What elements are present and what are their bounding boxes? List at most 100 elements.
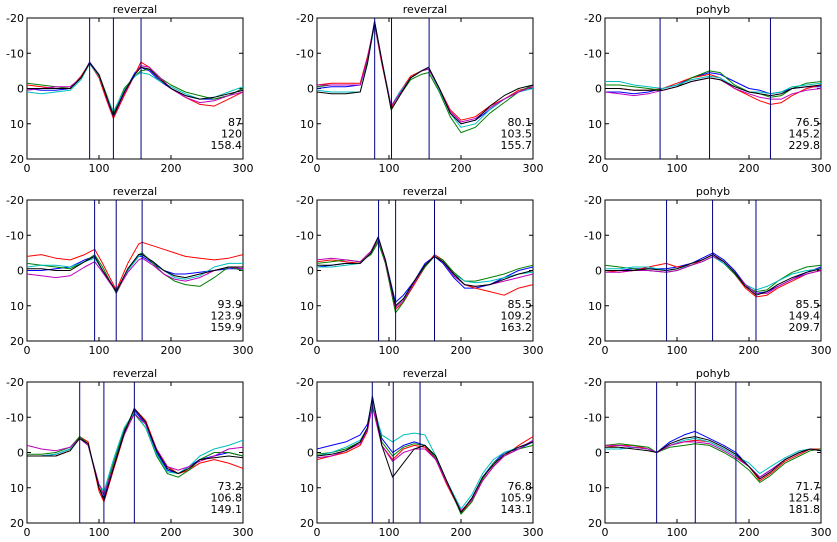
latency-value: 93.9 — [218, 298, 243, 311]
y-tick-label: -20 — [296, 12, 314, 25]
latency-value: 158.4 — [211, 139, 243, 152]
x-tick-label: 100 — [89, 344, 110, 357]
series-line — [317, 21, 533, 125]
y-tick-label: 0 — [307, 447, 314, 460]
x-tick-label: 100 — [379, 162, 400, 175]
latency-value: 71.7 — [796, 480, 821, 493]
y-tick-label: 0 — [17, 447, 24, 460]
y-tick-label: 20 — [300, 153, 314, 166]
series-line — [27, 241, 243, 291]
panel-title: pohyb — [696, 3, 730, 16]
x-tick-label: 300 — [811, 344, 832, 357]
series-line — [317, 24, 533, 134]
x-tick-label: 200 — [451, 162, 472, 175]
y-tick-label: 20 — [588, 153, 602, 166]
series-line — [605, 70, 821, 98]
x-tick-label: 300 — [811, 162, 832, 175]
x-tick-label: 0 — [602, 526, 609, 539]
series-line — [27, 407, 243, 501]
x-tick-label: 100 — [379, 344, 400, 357]
series-line — [27, 254, 243, 293]
y-tick-label: -20 — [584, 376, 602, 389]
y-tick-label: 0 — [595, 265, 602, 278]
x-tick-label: 200 — [451, 344, 472, 357]
y-tick-label: 10 — [588, 482, 602, 495]
latency-value: 76.5 — [796, 116, 821, 129]
x-tick-label: 0 — [314, 162, 321, 175]
y-tick-label: -20 — [6, 376, 24, 389]
series-line — [605, 255, 821, 294]
series-line — [317, 24, 533, 121]
y-tick-label: -10 — [6, 411, 24, 424]
y-tick-label: 10 — [300, 118, 314, 131]
series-group — [27, 200, 243, 341]
y-tick-label: 20 — [10, 517, 24, 530]
x-tick-label: 300 — [811, 526, 832, 539]
latency-value: 76.8 — [508, 480, 533, 493]
series-line — [317, 238, 533, 307]
x-tick-label: 200 — [451, 526, 472, 539]
series-line — [317, 236, 533, 307]
latency-value: 149.1 — [211, 503, 243, 516]
series-line — [605, 437, 821, 475]
y-tick-label: -20 — [6, 12, 24, 25]
y-tick-label: 20 — [300, 335, 314, 348]
x-tick-label: 0 — [602, 162, 609, 175]
y-tick-label: 20 — [300, 517, 314, 530]
latency-value: 125.4 — [789, 492, 821, 505]
y-tick-label: -10 — [584, 411, 602, 424]
series-line — [605, 72, 821, 95]
y-tick-label: 10 — [10, 482, 24, 495]
panel-title: reverzal — [403, 367, 447, 380]
y-tick-label: -10 — [6, 47, 24, 60]
x-tick-label: 100 — [89, 526, 110, 539]
series-line — [27, 254, 243, 293]
x-tick-label: 0 — [314, 344, 321, 357]
latency-value: 229.8 — [789, 139, 821, 152]
panel-title: reverzal — [113, 185, 157, 198]
series-group — [317, 18, 533, 159]
x-tick-label: 100 — [667, 344, 688, 357]
x-tick-label: 100 — [667, 162, 688, 175]
series-line — [27, 257, 243, 293]
x-tick-label: 300 — [523, 344, 544, 357]
y-tick-label: 0 — [17, 83, 24, 96]
x-tick-label: 200 — [161, 162, 182, 175]
series-line — [317, 22, 533, 123]
series-group — [27, 382, 243, 523]
x-tick-label: 100 — [379, 526, 400, 539]
x-tick-label: 200 — [739, 526, 760, 539]
y-tick-label: -20 — [584, 12, 602, 25]
panel-title: reverzal — [113, 367, 157, 380]
latency-value: 145.2 — [789, 128, 821, 141]
series-line — [317, 238, 533, 303]
x-tick-label: 300 — [233, 526, 254, 539]
y-tick-label: 0 — [595, 83, 602, 96]
series-line — [605, 254, 821, 296]
series-line — [605, 430, 821, 478]
x-tick-label: 200 — [161, 526, 182, 539]
panel-title: reverzal — [403, 185, 447, 198]
y-tick-label: -10 — [296, 229, 314, 242]
y-tick-label: -10 — [296, 47, 314, 60]
y-tick-label: 10 — [10, 118, 24, 131]
series-line — [27, 252, 243, 294]
latency-value: 87 — [228, 116, 242, 129]
series-line — [605, 75, 821, 95]
y-tick-label: 0 — [595, 447, 602, 460]
panel-title: reverzal — [403, 3, 447, 16]
y-tick-label: -10 — [584, 229, 602, 242]
latency-value: 123.9 — [211, 310, 243, 323]
series-line — [605, 255, 821, 291]
x-tick-label: 0 — [24, 162, 31, 175]
x-tick-label: 0 — [24, 526, 31, 539]
y-tick-label: -20 — [296, 194, 314, 207]
